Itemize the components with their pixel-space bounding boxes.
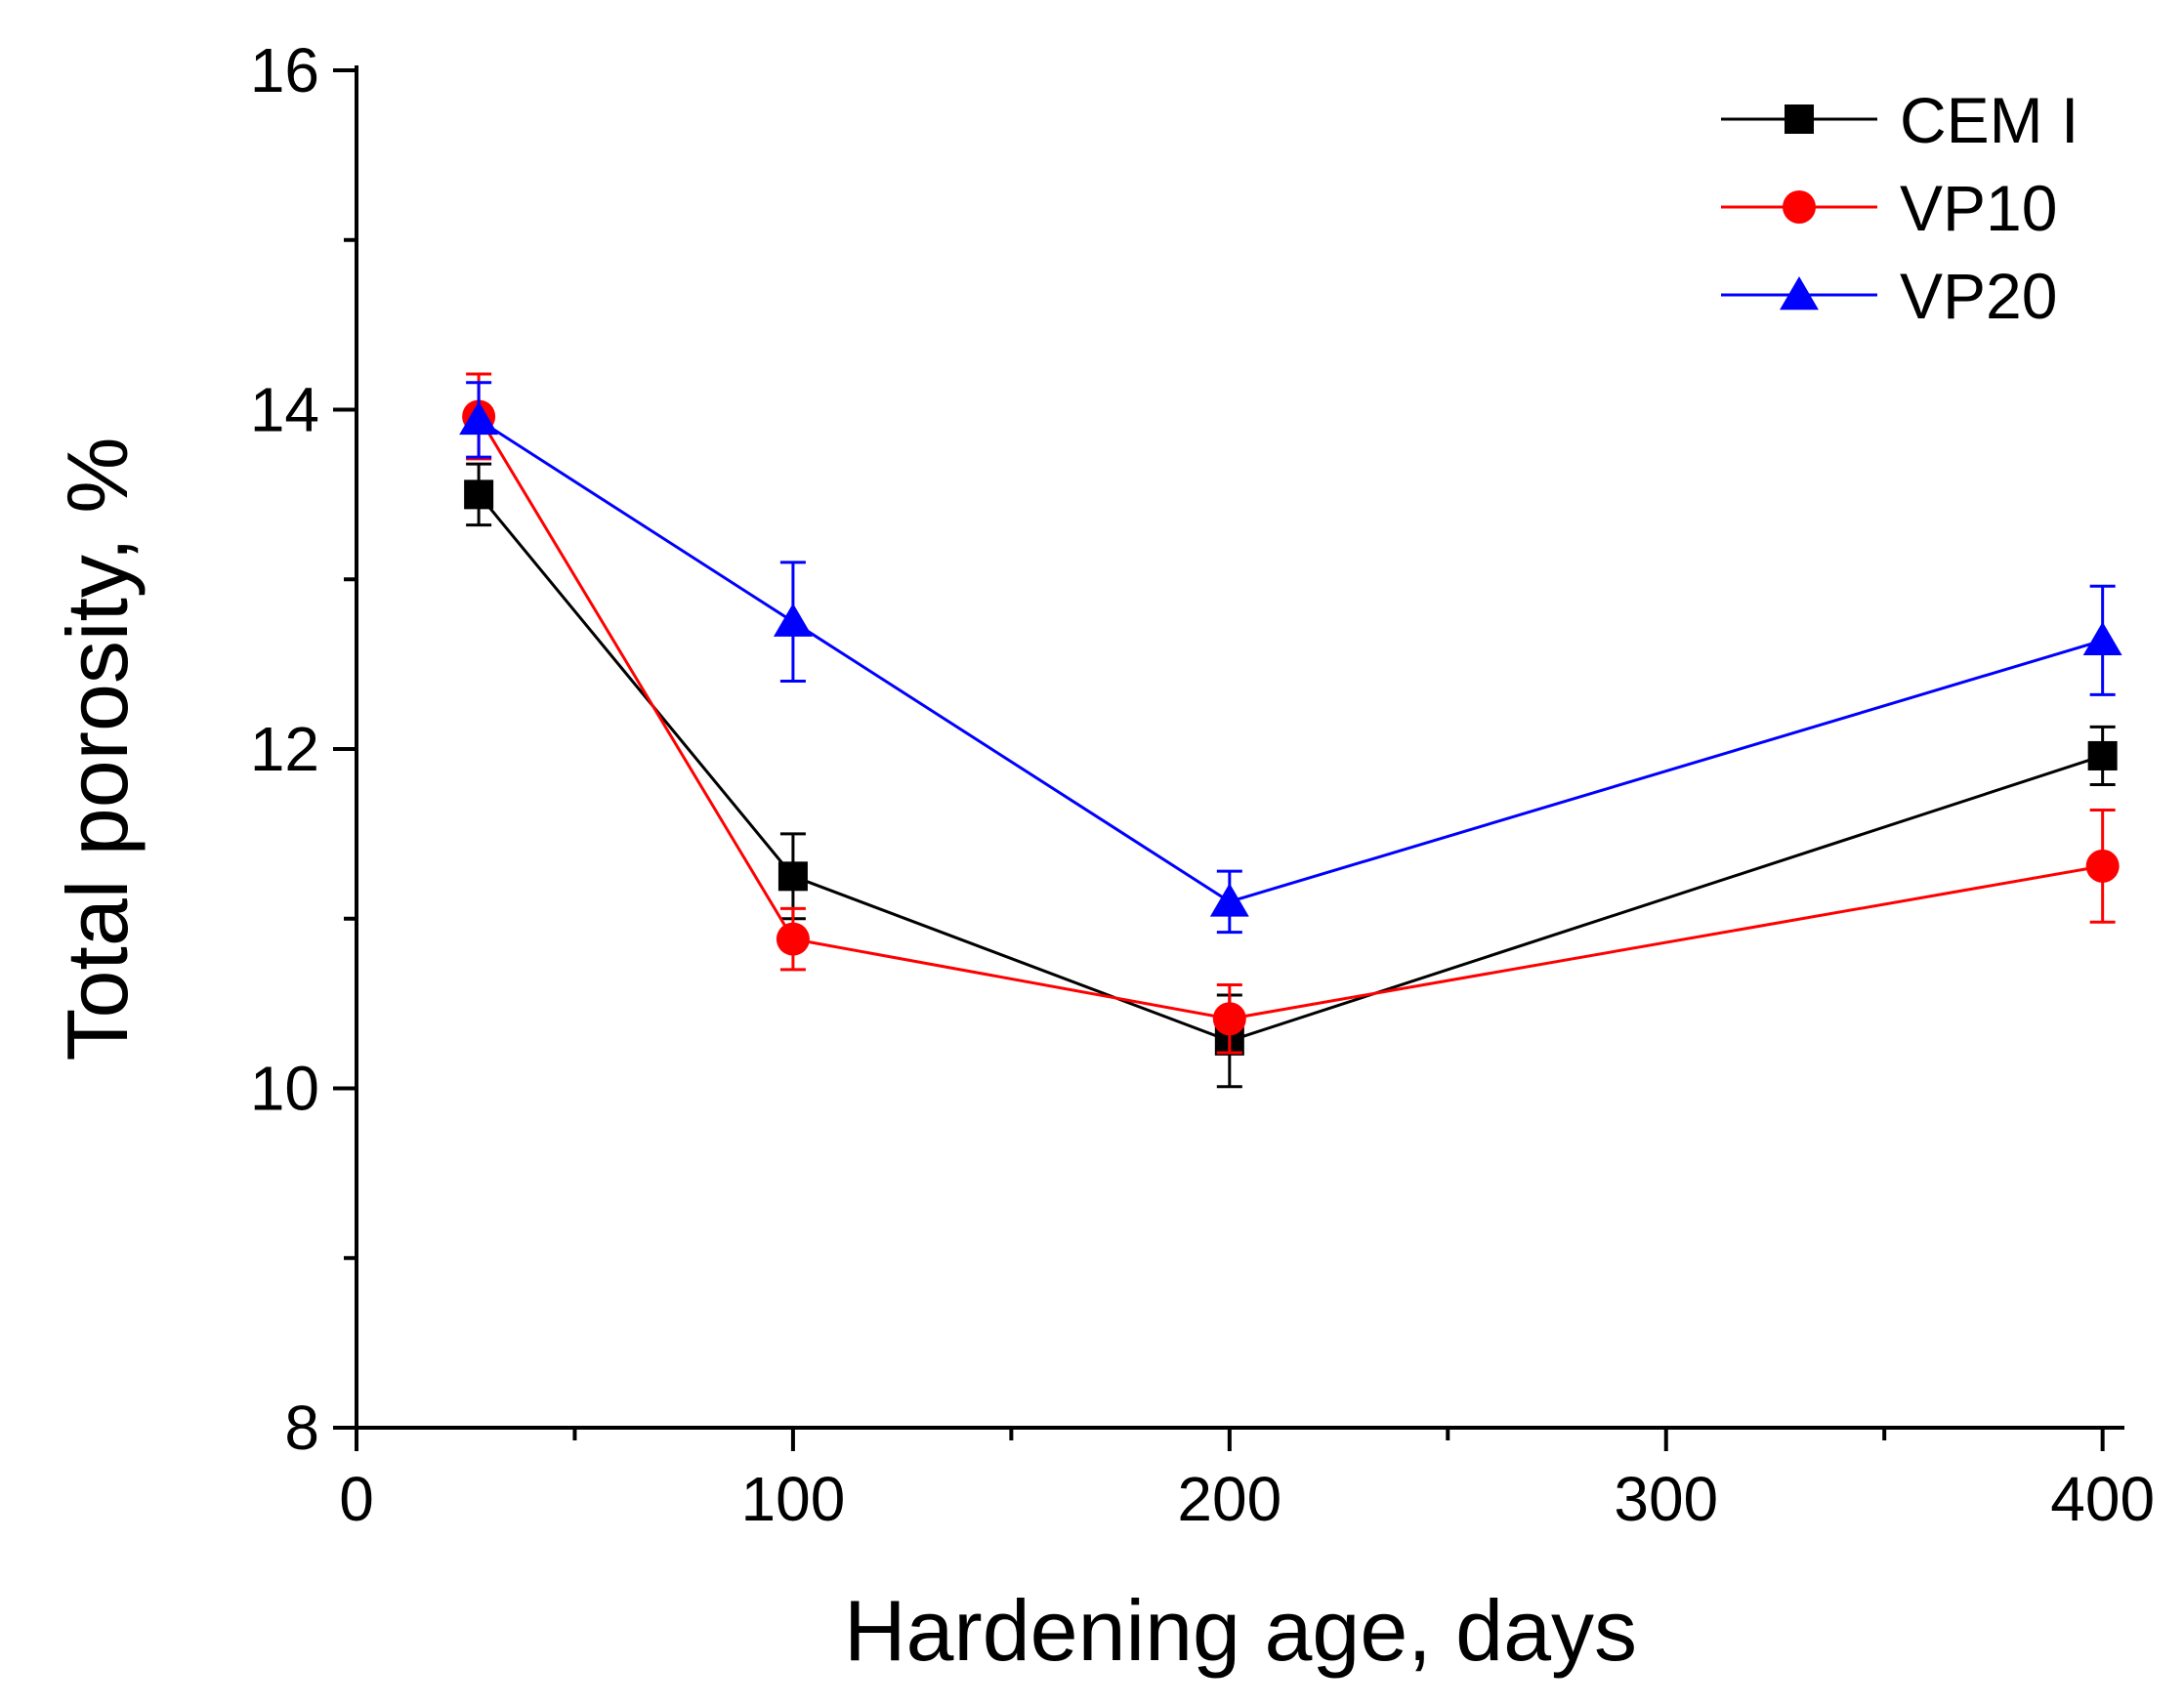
series-layer <box>459 372 2122 1089</box>
series-vp20 <box>459 381 2122 935</box>
data-point-vp20 <box>459 400 499 436</box>
data-point-vp10 <box>776 922 810 956</box>
legend-marker-vp10 <box>1783 190 1816 224</box>
data-point-vp20 <box>773 603 813 637</box>
data-point-vp10 <box>1212 1002 1246 1036</box>
y-tick-label: 14 <box>250 375 319 445</box>
data-point-cem-i <box>777 861 808 892</box>
data-point-vp10 <box>2085 849 2120 883</box>
data-point-cem-i <box>2087 740 2118 770</box>
x-axis-title: Hardening age, days <box>844 1582 1637 1679</box>
y-tick-label: 12 <box>250 714 319 784</box>
y-tick-label: 10 <box>250 1054 319 1124</box>
legend-entry-vp20: VP20 <box>1721 260 2057 332</box>
x-tick-label: 400 <box>2050 1464 2155 1534</box>
y-tick-label: 16 <box>250 35 319 105</box>
legend-label-cem-i: CEM I <box>1900 84 2079 156</box>
series-vp10 <box>462 372 2120 1055</box>
axes-layer: 8 10 12 14 16 0 100 200 300 400 <box>250 35 2155 1534</box>
legend-label-vp10: VP10 <box>1900 172 2057 244</box>
legend-label-vp20: VP20 <box>1900 260 2057 332</box>
x-tick-label: 100 <box>741 1464 846 1534</box>
series-line-vp20 <box>478 418 2104 904</box>
legend-marker-vp20 <box>1780 276 1819 311</box>
y-axis-title: Total porosity, % <box>49 437 146 1061</box>
x-tick-label: 0 <box>339 1464 374 1534</box>
legend: CEM I VP10 VP20 <box>1721 84 2079 332</box>
x-tick-label: 200 <box>1177 1464 1281 1534</box>
data-point-cem-i <box>464 479 494 510</box>
legend-entry-cem-i: CEM I <box>1721 84 2079 156</box>
legend-entry-vp10: VP10 <box>1721 172 2057 244</box>
series-cem-i <box>464 462 2118 1089</box>
series-line-vp10 <box>477 415 2103 1020</box>
data-point-vp20 <box>2082 621 2122 655</box>
data-point-vp20 <box>1209 883 1249 917</box>
y-tick-label: 8 <box>284 1393 319 1463</box>
series-line-cem-i <box>477 493 2104 1043</box>
legend-marker-cem-i <box>1785 104 1814 134</box>
x-tick-label: 300 <box>1614 1464 1718 1534</box>
